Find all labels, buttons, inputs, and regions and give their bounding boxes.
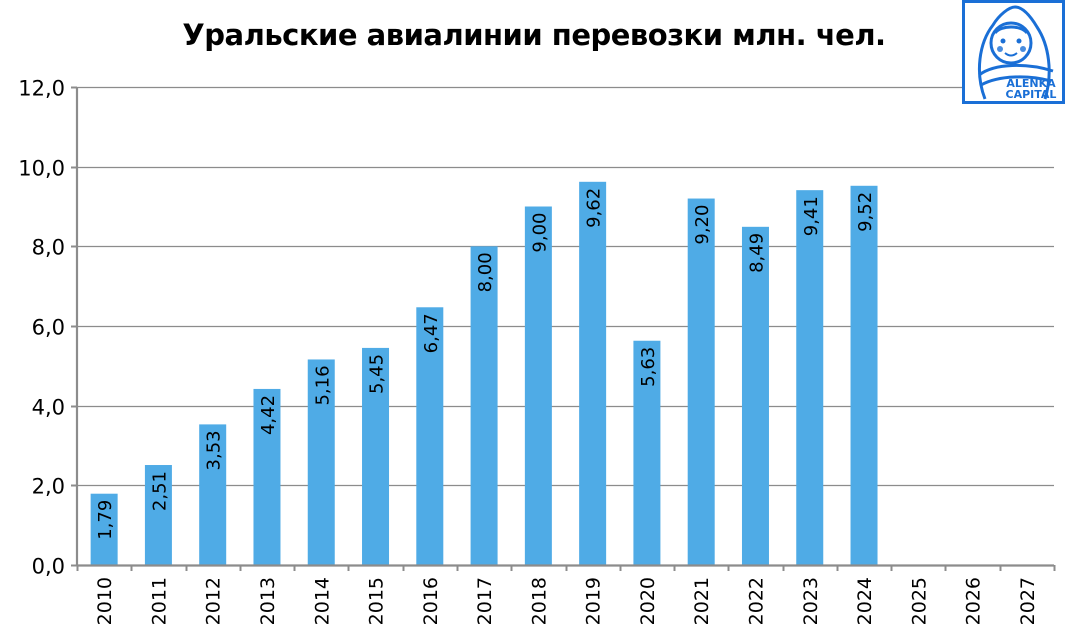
x-tick-label: 2022 bbox=[745, 577, 767, 625]
data-label: 2,51 bbox=[149, 471, 170, 511]
data-label: 9,41 bbox=[801, 196, 822, 236]
bar bbox=[524, 206, 552, 565]
bar bbox=[144, 465, 172, 565]
y-axis: 0,0 2,0 4,0 6,0 8,0 10,0 12,0 bbox=[18, 77, 79, 579]
x-tick-label: 2015 bbox=[366, 577, 388, 625]
data-label: 8,49 bbox=[746, 233, 767, 273]
y-tick-label: 2,0 bbox=[32, 475, 65, 499]
data-label: 6,47 bbox=[421, 313, 442, 353]
y-tick-label: 12,0 bbox=[18, 77, 65, 101]
bar bbox=[362, 347, 390, 565]
data-label: 9,20 bbox=[692, 205, 713, 245]
bar bbox=[633, 340, 661, 565]
x-tick-label: 2027 bbox=[1017, 577, 1039, 625]
data-label: 5,45 bbox=[367, 354, 388, 394]
data-label: 1,79 bbox=[95, 500, 116, 540]
bars: 1,79 2,51 3,53 4,42 5,16 5,45 6,47 8,00 9,00 9,62… bbox=[90, 181, 878, 566]
x-tick-label: 2023 bbox=[800, 577, 822, 625]
matryoshka-icon: ALЁNKA CAPITAL bbox=[978, 5, 1057, 101]
x-tick-label: 2024 bbox=[854, 577, 876, 625]
x-tick-label: 2018 bbox=[528, 577, 550, 625]
data-label: 5,16 bbox=[312, 365, 333, 405]
data-label: 4,42 bbox=[258, 395, 279, 435]
bar bbox=[199, 424, 227, 565]
x-tick-label: 2017 bbox=[474, 577, 496, 625]
bar bbox=[307, 359, 335, 565]
x-tick-label: 2012 bbox=[203, 577, 225, 625]
x-tick-label: 2010 bbox=[94, 577, 116, 625]
bar bbox=[90, 493, 118, 565]
x-tick-label: 2025 bbox=[908, 577, 930, 625]
gridlines bbox=[77, 86, 1054, 487]
y-tick-label: 0,0 bbox=[32, 555, 65, 579]
data-label: 9,62 bbox=[584, 188, 605, 228]
x-tick-label: 2026 bbox=[963, 577, 985, 625]
y-tick-label: 4,0 bbox=[32, 396, 65, 420]
bar bbox=[741, 226, 769, 565]
x-tick-label: 2011 bbox=[148, 577, 170, 625]
x-tick-label: 2020 bbox=[637, 577, 659, 625]
data-label: 8,00 bbox=[475, 252, 496, 292]
bar bbox=[850, 185, 878, 565]
logo-text-line1: ALЁNKA bbox=[1006, 76, 1056, 90]
y-tick-label: 8,0 bbox=[32, 236, 65, 260]
bar bbox=[470, 246, 498, 566]
y-tick-label: 10,0 bbox=[18, 157, 65, 181]
data-label: 3,53 bbox=[204, 430, 225, 470]
logo-text-line2: CAPITAL bbox=[1006, 88, 1057, 101]
alenka-capital-logo: ALЁNKA CAPITAL bbox=[962, 0, 1065, 104]
data-label: 9,00 bbox=[529, 213, 550, 253]
y-tick-label: 6,0 bbox=[32, 316, 65, 340]
x-tick-label: 2021 bbox=[691, 577, 713, 625]
x-tick-label: 2014 bbox=[311, 577, 333, 625]
data-label: 9,52 bbox=[855, 192, 876, 232]
bar bbox=[687, 198, 715, 566]
x-tick-label: 2016 bbox=[420, 577, 442, 625]
data-label: 5,63 bbox=[638, 347, 659, 387]
bar bbox=[416, 307, 444, 565]
x-axis: 2010 2011 2012 2013 2014 2015 2016 2017 2018 2019… bbox=[76, 564, 1056, 625]
x-tick-label: 2019 bbox=[583, 577, 605, 625]
chart-title: Уральские авиалинии перевозки млн. чел. bbox=[182, 18, 886, 52]
bar bbox=[796, 190, 824, 565]
bar bbox=[579, 181, 607, 565]
x-tick-label: 2013 bbox=[257, 577, 279, 625]
bar bbox=[253, 388, 281, 565]
